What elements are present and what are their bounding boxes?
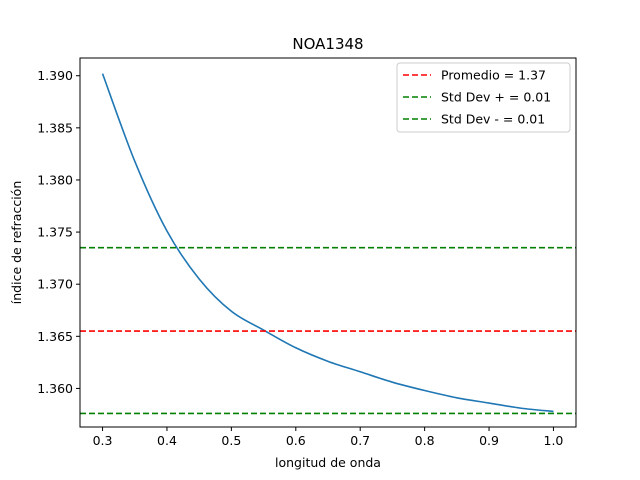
y-tick-label: 1.375 bbox=[37, 225, 73, 240]
x-tick-label: 0.9 bbox=[479, 433, 499, 448]
y-tick-label: 1.385 bbox=[37, 120, 73, 135]
legend-box bbox=[396, 62, 571, 133]
y-tick-label: 1.390 bbox=[37, 68, 73, 83]
plot-frame bbox=[79, 57, 577, 428]
legend-label: Promedio = 1.37 bbox=[441, 68, 546, 83]
x-tick-label: 0.5 bbox=[221, 433, 241, 448]
chart-title: NOA1348 bbox=[292, 35, 363, 53]
x-axis-label: longitud de onda bbox=[275, 455, 381, 470]
y-tick-label: 1.360 bbox=[37, 381, 73, 396]
x-tick-label: 0.6 bbox=[286, 433, 306, 448]
x-tick-label: 0.7 bbox=[350, 433, 370, 448]
x-tick-label: 1.0 bbox=[544, 433, 564, 448]
y-tick-label: 1.370 bbox=[37, 277, 73, 292]
y-tick-label: 1.380 bbox=[37, 172, 73, 187]
legend: Promedio = 1.37 Std Dev + = 0.01 Std Dev -… bbox=[396, 62, 571, 133]
legend-label: Std Dev + = 0.01 bbox=[441, 90, 551, 105]
x-tick-label: 0.3 bbox=[93, 433, 113, 448]
x-tick-label: 0.4 bbox=[157, 433, 177, 448]
y-axis-label: índice de refracción bbox=[9, 181, 24, 304]
refraction-curve bbox=[101, 73, 554, 413]
legend-label: Std Dev - = 0.01 bbox=[441, 112, 545, 127]
x-tick-label: 0.8 bbox=[415, 433, 435, 448]
y-tick-label: 1.365 bbox=[37, 329, 73, 344]
